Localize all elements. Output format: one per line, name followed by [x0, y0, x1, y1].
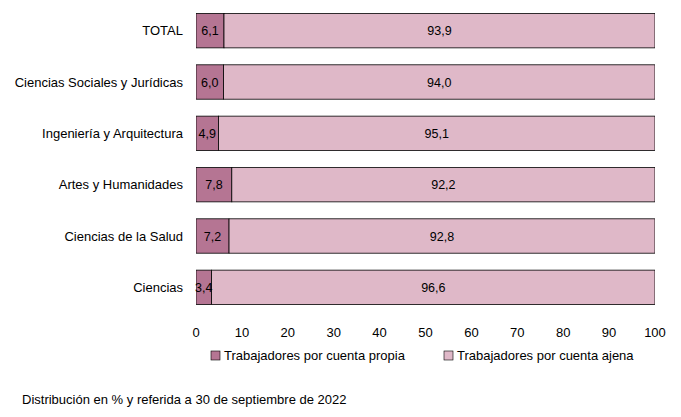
bar-segment — [212, 270, 655, 304]
bar-segment — [196, 167, 232, 201]
data-label: 7,2 — [204, 230, 221, 244]
tick-label: 20 — [281, 325, 295, 340]
legend-swatch — [211, 351, 220, 360]
tick-label: 70 — [510, 325, 524, 340]
data-label: 93,9 — [427, 24, 451, 38]
data-label: 94,0 — [427, 76, 451, 90]
bar-segment — [196, 116, 218, 150]
tick-label: 80 — [556, 325, 570, 340]
tick-label: 0 — [192, 325, 199, 340]
data-label: 96,6 — [421, 281, 445, 295]
category-label: Ciencias Sociales y Jurídicas — [15, 75, 184, 90]
data-label: 95,1 — [425, 127, 449, 141]
tick-label: 30 — [326, 325, 340, 340]
chart: TOTAL Ciencias Sociales y Jurídicas Ingeni… — [0, 0, 681, 417]
tick-label: 50 — [418, 325, 432, 340]
category-label: Artes y Humanidades — [59, 177, 184, 192]
bar-segment — [196, 65, 224, 99]
category-label: Ingeniería y Arquitectura — [42, 126, 184, 141]
legend-label: Trabajadores por cuenta propia — [224, 348, 406, 363]
bars — [196, 13, 655, 304]
subtitle: Distribución en % y referida a 30 de sep… — [22, 392, 346, 407]
data-label: 92,8 — [430, 230, 454, 244]
bar-segment — [224, 13, 655, 47]
tick-label: 100 — [644, 325, 666, 340]
tick-label: 10 — [235, 325, 249, 340]
data-label: 6,0 — [201, 76, 218, 90]
bar-segment — [196, 270, 212, 304]
bar-segment — [224, 65, 655, 99]
tick-label: 90 — [602, 325, 616, 340]
data-label: 6,1 — [201, 24, 218, 38]
category-label: Ciencias — [133, 280, 183, 295]
tick-label: 60 — [464, 325, 478, 340]
bar-segment — [232, 167, 655, 201]
data-label: 4,9 — [199, 127, 216, 141]
bar-segment — [218, 116, 655, 150]
bar-segment — [229, 219, 655, 253]
bar-segment — [196, 219, 229, 253]
category-label: TOTAL — [142, 23, 183, 38]
legend-label: Trabajadores por cuenta ajena — [457, 348, 634, 363]
tick-label: 40 — [372, 325, 386, 340]
data-label: 7,8 — [205, 178, 222, 192]
data-label: 3,4 — [195, 281, 212, 295]
data-label: 92,2 — [431, 178, 455, 192]
category-label: Ciencias de la Salud — [64, 229, 183, 244]
bar-segment — [196, 13, 224, 47]
legend-swatch — [444, 351, 453, 360]
